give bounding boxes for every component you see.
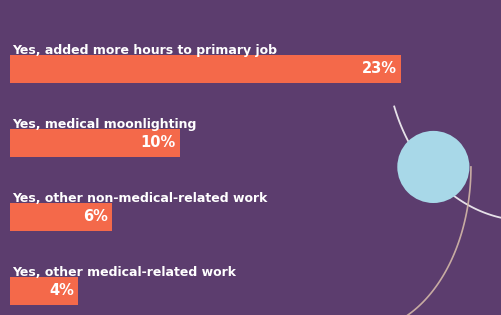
Text: Yes, other non-medical-related work: Yes, other non-medical-related work [12, 192, 268, 205]
FancyBboxPatch shape [10, 203, 112, 231]
Text: 23%: 23% [362, 61, 397, 76]
Text: Yes, medical moonlighting: Yes, medical moonlighting [12, 118, 196, 131]
FancyBboxPatch shape [10, 277, 78, 305]
FancyBboxPatch shape [10, 129, 180, 157]
Text: 10%: 10% [141, 135, 176, 150]
Text: 4%: 4% [49, 284, 74, 298]
Text: Yes, added more hours to primary job: Yes, added more hours to primary job [12, 44, 277, 57]
Text: Yes, other medical-related work: Yes, other medical-related work [12, 266, 236, 279]
FancyBboxPatch shape [10, 55, 401, 83]
Text: 6%: 6% [83, 209, 108, 224]
